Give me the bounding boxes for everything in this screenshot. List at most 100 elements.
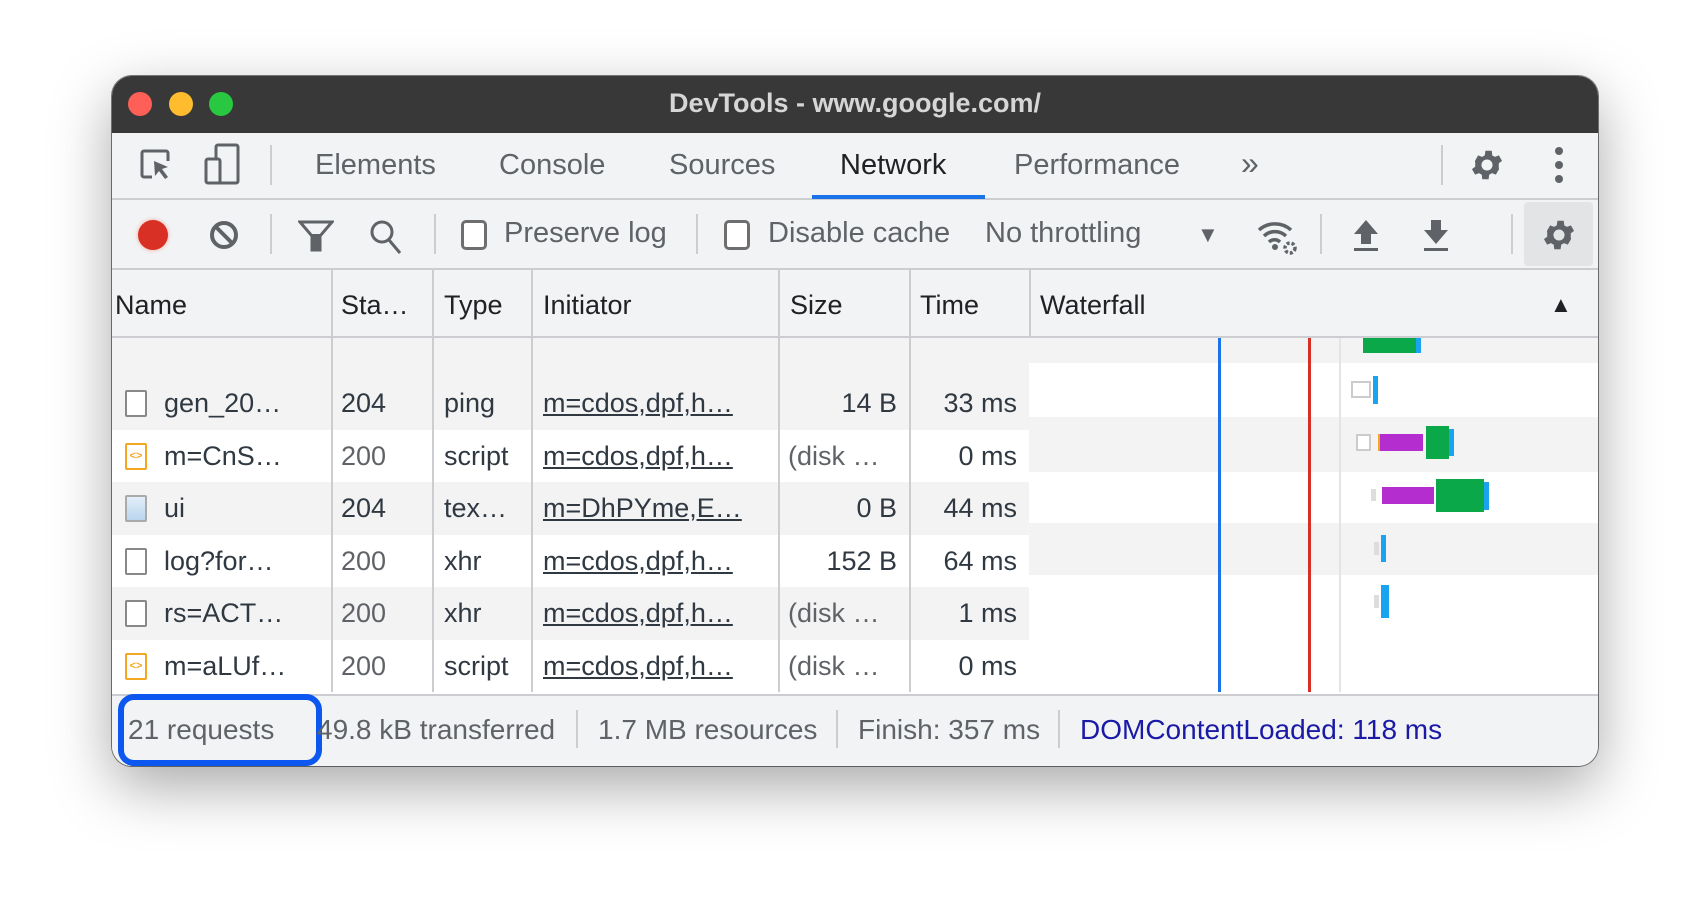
highlight-outline [118,694,322,766]
settings-gear-icon [1543,220,1575,250]
preserve-log-checkbox[interactable] [461,220,487,250]
document-file-icon [125,547,147,575]
tab-sources[interactable]: Sources [669,149,776,181]
request-time: 0 ms [958,650,1017,681]
table-row[interactable]: log?for… 200 xhr m=cdos,dpf,h… 152 B 64 … [112,535,1029,588]
request-time: 1 ms [958,598,1017,628]
search-icon[interactable] [368,218,404,256]
maximize-button[interactable] [209,92,233,116]
minimize-button[interactable] [169,92,193,116]
request-size: 0 B [856,493,897,523]
request-time: 33 ms [943,388,1017,418]
network-settings-button[interactable] [1524,202,1593,266]
table-row[interactable]: rs=ACT… 200 xhr m=cdos,dpf,h… (disk … 1 … [112,587,1029,640]
resources-size: 1.7 MB resources [598,714,818,745]
window-title: DevTools - www.google.com/ [668,88,1042,118]
import-har-icon[interactable] [1352,218,1380,252]
request-type: xhr [444,545,482,576]
request-name: log?for… [164,545,274,576]
active-tab-indicator [812,195,985,199]
document-file-icon [125,390,147,417]
divider [1058,710,1060,748]
request-type: xhr [444,598,482,628]
tab-network[interactable]: Network [840,149,947,181]
table-row[interactable]: gen_20… 204 ping m=cdos,dpf,h… 14 B 33 m… [112,377,1029,430]
request-initiator-link[interactable]: m=cdos,dpf,h… [543,598,733,628]
chevron-down-icon[interactable]: ▼ [1197,222,1219,247]
request-count: 21 requests [128,714,275,745]
request-size: 14 B [841,388,897,418]
request-type: script [444,650,509,681]
request-time: 64 ms [943,545,1017,576]
column-header-initiator[interactable]: Initiator [543,290,632,320]
more-tabs-button[interactable]: » [1241,145,1259,181]
divider [434,214,436,254]
request-initiator-link[interactable]: m=DhPYme,E… [543,493,742,523]
dom-content-loaded-line [1218,338,1221,692]
request-initiator-link[interactable]: m=cdos,dpf,h… [543,440,733,471]
throttling-select[interactable]: No throttling [985,217,1142,249]
load-event-line [1308,338,1311,692]
waterfall-bar[interactable] [1374,595,1379,608]
request-name: m=CnS… [164,440,282,471]
filter-icon[interactable] [298,220,334,254]
table-row[interactable]: <> m=CnS… 200 script m=cdos,dpf,h… (disk… [112,430,1029,483]
finish-time: Finish: 357 ms [858,714,1041,745]
disable-cache-label: Disable cache [768,217,951,249]
request-status: 200 [341,545,387,576]
dom-content-loaded-time: DOMContentLoaded: 118 ms [1080,714,1443,745]
clear-icon[interactable] [208,219,240,251]
title-bar: DevTools - www.google.com/ [112,76,1598,133]
preserve-log-label: Preserve log [504,217,667,249]
divider [1441,145,1443,185]
request-size: (disk … [788,650,880,681]
column-header-name[interactable]: Name [115,290,188,320]
divider [576,710,578,748]
finish-line [1339,338,1341,692]
column-header-time[interactable]: Time [920,290,979,320]
table-row-partial [112,338,1029,377]
waterfall-bar[interactable] [1371,489,1376,501]
column-header-size[interactable]: Size [790,290,843,320]
record-button[interactable] [138,220,168,250]
tab-elements[interactable]: Elements [315,149,436,181]
waterfall-bar[interactable] [1374,542,1379,555]
more-options-icon[interactable] [1552,145,1566,185]
script-file-icon: <> [125,442,147,470]
waterfall-bar[interactable] [1363,338,1416,353]
device-toolbar-icon[interactable] [204,143,242,187]
waterfall-bar[interactable] [1356,434,1371,451]
request-size: (disk … [788,598,880,628]
network-conditions-icon[interactable] [1256,218,1298,256]
divider [270,214,272,254]
disable-cache-checkbox[interactable] [724,220,750,250]
tab-performance[interactable]: Performance [1014,149,1181,181]
tab-console[interactable]: Console [499,149,606,181]
inspect-element-icon[interactable] [138,147,174,183]
divider [1511,214,1513,254]
request-initiator-link[interactable]: m=cdos,dpf,h… [543,388,733,418]
request-initiator-link[interactable]: m=cdos,dpf,h… [543,650,733,681]
waterfall-bar[interactable] [1351,381,1371,398]
divider [836,710,838,748]
waterfall-chart [1029,338,1598,692]
divider [270,145,272,185]
column-header-status[interactable]: Sta… [341,290,409,320]
request-time: 0 ms [958,440,1017,471]
sort-ascending-icon[interactable]: ▲ [1550,292,1572,317]
network-toolbar: Preserve log Disable cache No throttling… [112,200,1598,270]
request-status: 204 [341,388,387,418]
request-initiator-link[interactable]: m=cdos,dpf,h… [543,545,733,576]
request-status: 200 [341,650,387,681]
settings-gear-icon[interactable] [1468,146,1506,184]
table-row[interactable]: ui 204 tex… m=DhPYme,E… 0 B 44 ms [112,482,1029,535]
close-button[interactable] [128,92,152,116]
table-row[interactable]: <> m=aLUf… 200 script m=cdos,dpf,h… (dis… [112,640,1029,693]
request-type: ping [444,388,496,418]
request-time: 44 ms [943,493,1017,523]
column-header-waterfall[interactable]: Waterfall [1040,290,1146,320]
request-name: gen_20… [164,388,282,418]
column-header-type[interactable]: Type [444,290,503,320]
devtools-window: DevTools - www.google.com/ Elements Cons… [112,76,1598,766]
export-har-icon[interactable] [1422,218,1450,252]
